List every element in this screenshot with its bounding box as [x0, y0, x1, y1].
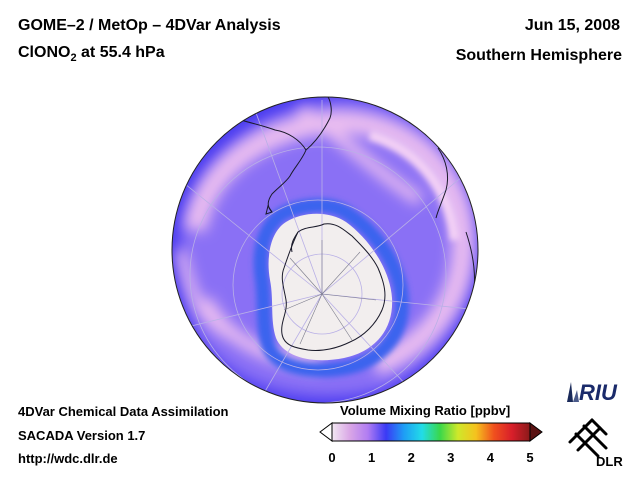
pressure-level: at 55.4 hPa [76, 44, 165, 61]
pole-meridians [283, 240, 377, 345]
dlr-wordmark: DLR [596, 454, 623, 468]
colorbar-title: Volume Mixing Ratio [ppbv] [340, 403, 511, 418]
colorbar-under-arrow [319, 422, 333, 442]
field-accent-band [368, 130, 460, 241]
colorbar-over-arrow [529, 422, 543, 442]
vortex-edge [253, 198, 410, 378]
colorbar-tick-label: 4 [486, 450, 494, 465]
field-high-values [175, 104, 474, 376]
colorbar [319, 422, 543, 442]
colorbar-gradient [331, 422, 531, 442]
map-title: GOME–2 / MetOp – 4DVar Analysis [18, 17, 281, 34]
colorbar-tick-label: 2 [407, 450, 415, 465]
coastline-island [265, 204, 273, 215]
footer-url[interactable]: http://wdc.dlr.de [18, 451, 118, 466]
coastline-africa [435, 147, 449, 219]
globe-outline [171, 96, 479, 404]
map-subtitle: ClONO2 at 55.4 hPa [18, 44, 165, 64]
species-name: ClONO [18, 44, 71, 61]
coastline-south-america [231, 116, 307, 213]
footer-assimilation: 4DVar Chemical Data Assimilation [18, 404, 229, 419]
dlr-logo: DLR [568, 418, 623, 468]
species-subscript: 2 [70, 52, 77, 65]
footer-version: SACADA Version 1.7 [18, 428, 146, 443]
colorbar-tick-label: 1 [367, 450, 376, 465]
coastline-antarctica [281, 223, 386, 351]
map-field [172, 97, 478, 403]
riu-wordmark: RIU [579, 380, 618, 405]
colorbar-tick-label: 0 [328, 450, 336, 465]
hemisphere-label: Southern Hemisphere [455, 47, 622, 64]
coastline-antarctic-peninsula [291, 231, 299, 253]
analysis-date: Jun 15, 2008 [524, 17, 620, 34]
colorbar-tick-label: 3 [447, 450, 455, 465]
coastline-south-america-east [305, 97, 332, 151]
riu-logo: RIU [567, 380, 618, 405]
colorbar-tick-label: 5 [526, 450, 534, 465]
